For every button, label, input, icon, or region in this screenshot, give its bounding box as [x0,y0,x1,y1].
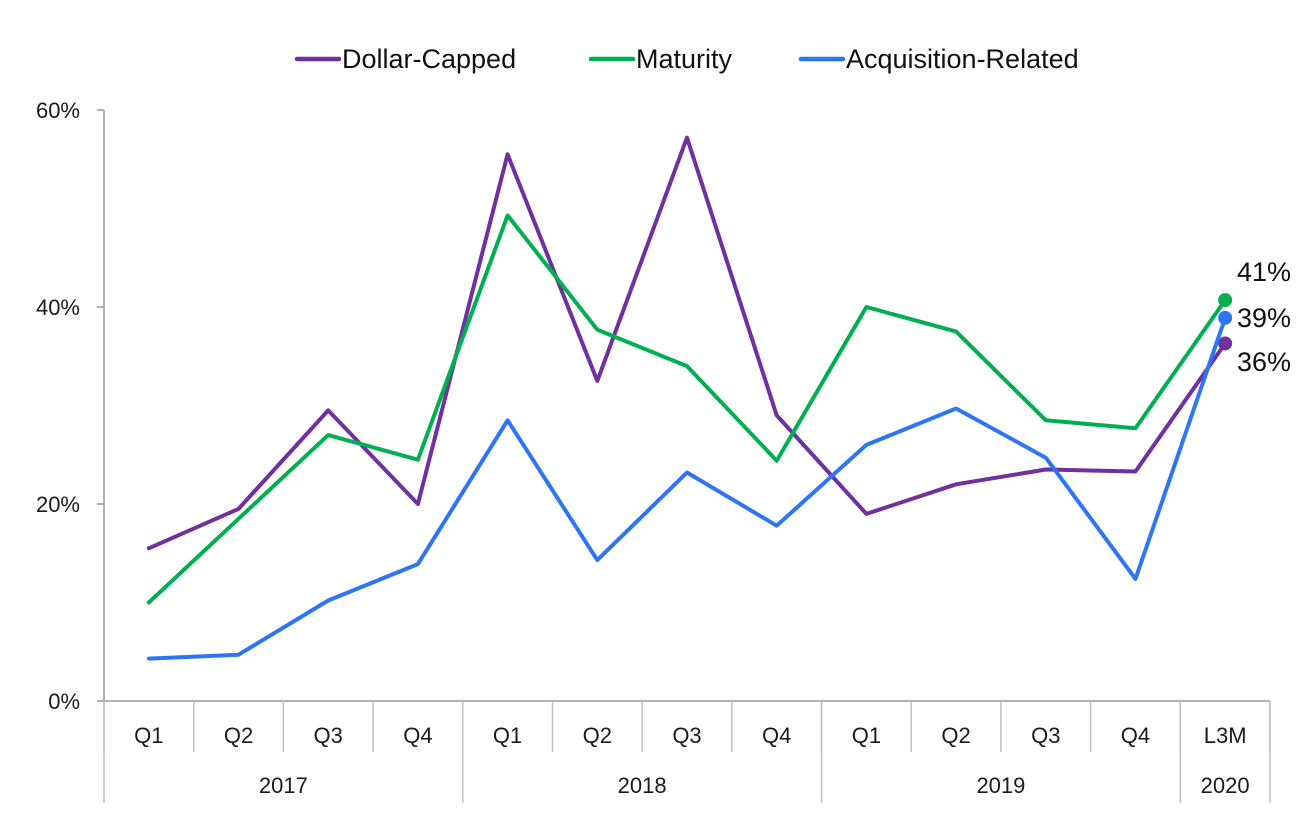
y-tick-label: 60% [36,98,80,123]
x-tick-label: Q1 [852,723,881,748]
y-tick-label: 40% [36,295,80,320]
legend-item-acquisition-related: Acquisition-Related [798,44,1079,74]
x-tick-label: Q2 [224,723,253,748]
series-line-maturity [146,213,1228,605]
x-tick-label: Q3 [1031,723,1060,748]
series-layer [146,135,1233,661]
legend-label: Acquisition-Related [846,44,1079,74]
x-tick-label: Q1 [134,723,163,748]
end-labels: 41% 39% 36% [1237,257,1291,377]
x-tick-label: Q3 [672,723,701,748]
x-tick-label: Q2 [941,723,970,748]
x-tick-label: Q4 [403,723,432,748]
x-axis: Q1 Q2 Q3 Q4 Q1 Q2 Q3 Q4 Q1 Q2 Q3 Q4 L3M 2017 2018 2019 2… [103,700,1271,803]
series-endpoint-maturity [1218,293,1233,308]
y-tick-label: 0% [48,689,80,714]
x-group-label: 2019 [976,773,1025,798]
end-value-label: 39% [1237,303,1291,333]
x-tick-label: Q3 [314,723,343,748]
end-value-label: 36% [1237,347,1291,377]
x-tick-label: Q1 [493,723,522,748]
x-tick-label: Q4 [762,723,791,748]
x-group-label: 2020 [1201,773,1250,798]
x-tick-label: L3M [1204,723,1247,748]
legend: Dollar-Capped Maturity Acquisition-Related [294,44,1079,74]
series-endpoint-acquisition-related [1218,310,1233,325]
series-line-dollar-capped [146,135,1228,551]
end-value-label: 41% [1237,257,1291,287]
legend-label: Dollar-Capped [342,44,516,74]
legend-label: Maturity [636,44,733,74]
y-tick-label: 20% [36,492,80,517]
y-axis: 0% 20% 40% 60% [36,98,105,714]
series-line-acquisition-related [146,315,1228,661]
x-group-label: 2017 [259,773,308,798]
legend-item-maturity: Maturity [588,44,733,74]
x-tick-label: Q2 [583,723,612,748]
x-group-label: 2018 [618,773,667,798]
legend-item-dollar-capped: Dollar-Capped [294,44,516,74]
x-tick-label: Q4 [1121,723,1150,748]
series-endpoint-dollar-capped [1218,336,1233,351]
